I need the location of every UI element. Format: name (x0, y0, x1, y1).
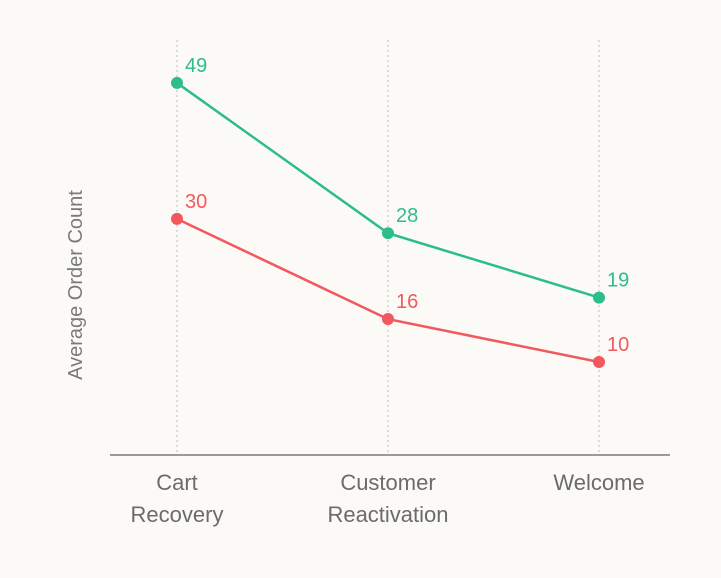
data-label-1-1: 16 (396, 291, 418, 313)
series-1: 30 16 10 (171, 191, 629, 368)
series-layer: 49 28 19 30 16 10 (171, 55, 629, 368)
gridlines (176, 40, 600, 455)
data-label-0-0: 49 (185, 55, 207, 77)
x-tick-label-2: Welcome (553, 470, 644, 495)
data-point-0-0 (171, 76, 183, 89)
data-point-1-2 (593, 355, 605, 368)
data-label-0-2: 19 (607, 270, 629, 292)
plot-area: 49 28 19 30 16 10 Cart Recovery Customer Reactiv… (65, 40, 670, 527)
x-tick-label-0: Cart Recovery (131, 470, 224, 527)
data-point-1-0 (171, 212, 183, 225)
data-point-0-1 (382, 227, 394, 240)
x-tick-labels: Cart Recovery Customer Reactivation Welcome (131, 470, 645, 527)
data-label-1-0: 30 (185, 191, 207, 213)
data-point-1-1 (382, 313, 394, 326)
x-tick-label-1: Customer Reactivation (327, 470, 448, 527)
y-axis-label: Average Order Count (65, 190, 87, 380)
series-0: 49 28 19 (171, 55, 629, 304)
data-point-0-2 (593, 291, 605, 304)
data-label-0-1: 28 (396, 205, 418, 227)
data-label-1-2: 10 (607, 334, 629, 356)
